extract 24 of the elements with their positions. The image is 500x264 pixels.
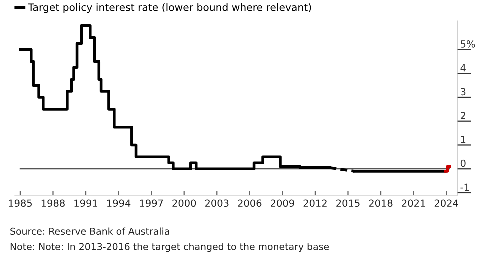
x-tick-label: 1985 xyxy=(9,200,32,208)
x-tick-label: 2009 xyxy=(271,200,294,208)
x-tick-label: 2015 xyxy=(336,200,360,208)
y-tick-label: 4 xyxy=(460,64,466,72)
source-note: Source: Reserve Bank of Australia xyxy=(10,228,170,236)
x-tick-label: 1994 xyxy=(107,200,131,208)
x-tick-label: 2012 xyxy=(304,200,327,208)
y-tick-label: 3 xyxy=(461,88,466,96)
text: Note: Note: In 2013-2016 the target changed to the monetary base xyxy=(10,243,330,252)
y-tick-label: 1 xyxy=(461,136,466,144)
y-tick-label: 2 xyxy=(460,112,466,120)
x-tick-label: 2003 xyxy=(205,200,229,208)
x-tick-label: 2018 xyxy=(369,200,393,208)
x-tick-label: 2021 xyxy=(402,200,426,208)
x-tick-label: 2006 xyxy=(238,200,262,208)
legend-label: Target policy interest rate (lower bound where relevant) xyxy=(28,3,312,14)
x-tick-label: 1988 xyxy=(42,200,65,208)
x-tick-label: 2024 xyxy=(434,200,458,208)
x-tick-label: 1991 xyxy=(74,200,98,208)
x-tick-label: 2000 xyxy=(172,200,196,208)
y-tick-label: 0 xyxy=(460,160,466,168)
y-tick-label: -1 xyxy=(460,184,470,191)
x-tick-label: 1997 xyxy=(140,200,164,208)
y-tick-label: 5% xyxy=(461,40,476,48)
